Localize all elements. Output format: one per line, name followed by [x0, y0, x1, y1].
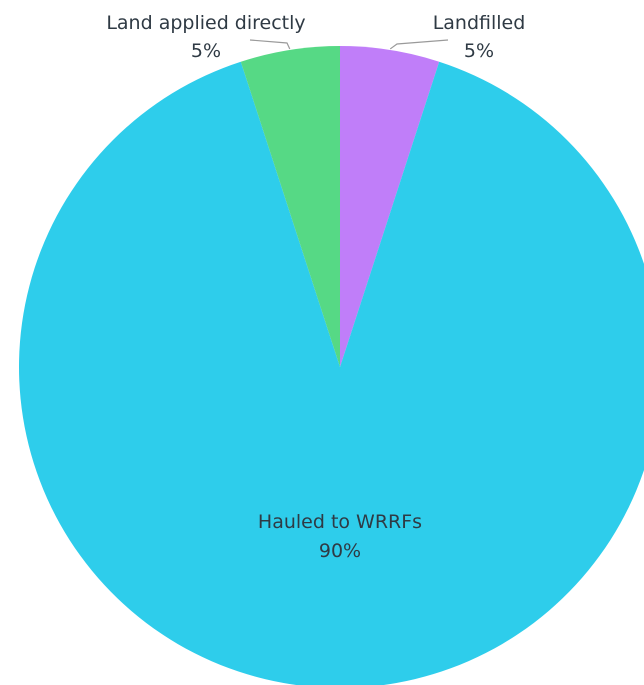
slice-label-hauled: Hauled to WRRFs — [258, 511, 422, 533]
slice-value-hauled: 90% — [319, 540, 361, 562]
slice-land-applied-directly — [240, 46, 340, 367]
leader-lines — [249, 39, 449, 50]
slice-value-land-applied: 5% — [191, 40, 221, 62]
leader-line-landfilled — [389, 39, 449, 50]
pie-slices — [19, 46, 644, 685]
leader-line-land-applied — [249, 39, 291, 50]
slice-hauled-to-wrrfs — [19, 61, 644, 685]
slice-landfilled — [340, 46, 440, 367]
slice-label-landfilled: Landfilled — [433, 12, 526, 34]
slice-value-landfilled: 5% — [464, 40, 494, 62]
slice-label-land-applied: Land applied directly — [106, 12, 305, 34]
